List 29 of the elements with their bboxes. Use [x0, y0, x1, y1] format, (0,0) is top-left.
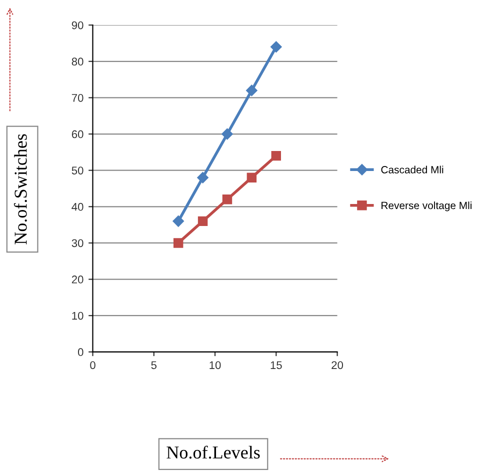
x-axis-title: No.of.Levels [166, 446, 260, 459]
y-tick-label: 40 [72, 202, 84, 211]
x-tick-label: 10 [210, 361, 221, 370]
point [246, 84, 258, 96]
point [222, 194, 232, 204]
point [197, 172, 208, 184]
y-tick-label: 70 [72, 94, 84, 102]
x-tick-label: 5 [151, 361, 157, 370]
y-tick-label: 0 [78, 348, 84, 356]
y-tick-label: 60 [72, 130, 84, 138]
x-tick-label: 15 [270, 361, 282, 370]
x-tick-label: 0 [90, 361, 96, 370]
y-tick-label: 20 [72, 276, 84, 284]
point [173, 238, 184, 248]
x-tick-label: 20 [332, 361, 344, 370]
point [172, 216, 184, 227]
y-tick-label: 50 [72, 166, 84, 174]
y-tick-label: 80 [72, 58, 84, 66]
point [222, 128, 233, 140]
legend-label: Reverse voltage Mli [382, 202, 472, 212]
point [271, 150, 282, 161]
y-axis-title: No.of.Switches [14, 134, 27, 244]
point [270, 41, 282, 52]
legend-label: Cascaded Mli [381, 166, 444, 174]
y-tick-label: 90 [72, 21, 84, 30]
y-tick-label: 10 [72, 312, 84, 320]
point [198, 216, 208, 226]
point [246, 172, 257, 182]
y-tick-label: 30 [72, 239, 84, 248]
